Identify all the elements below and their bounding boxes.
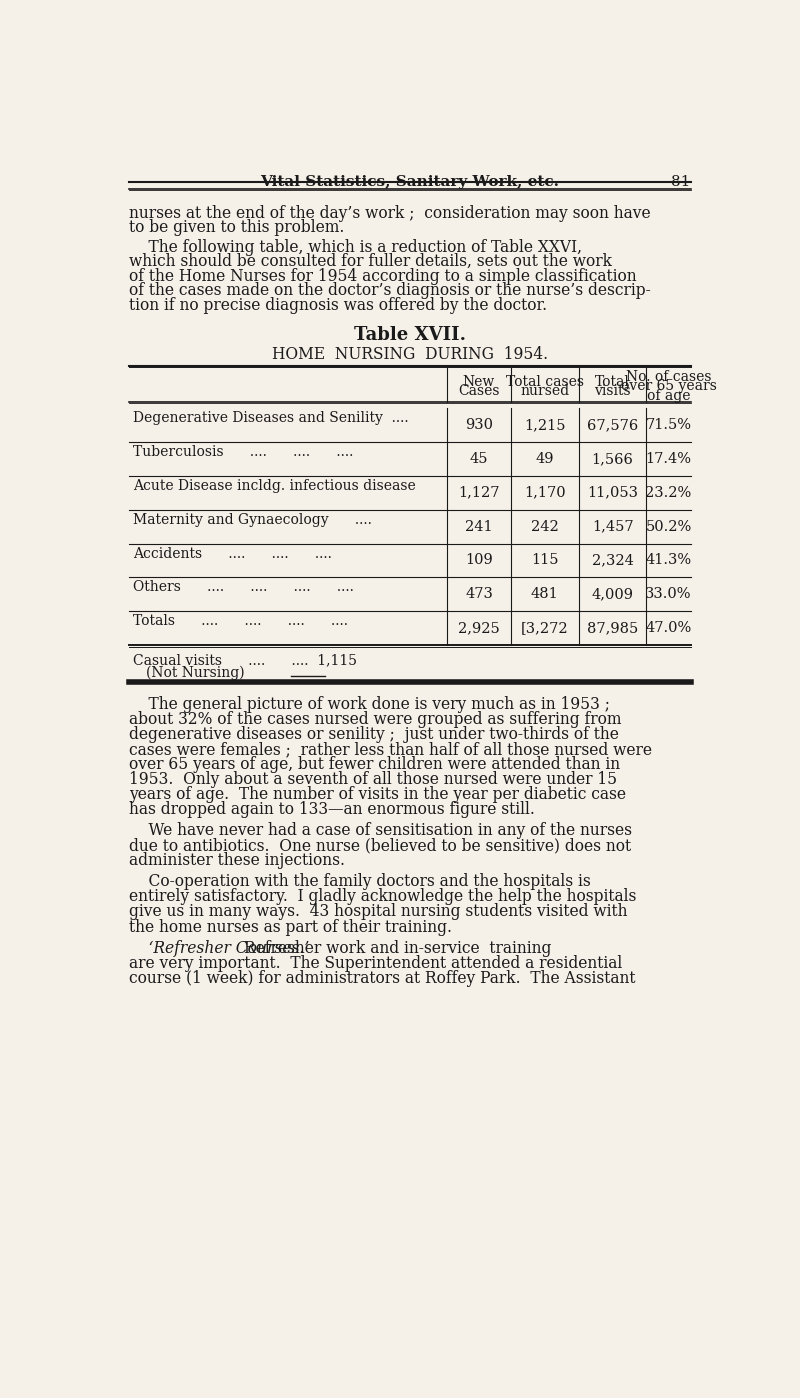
Text: 473: 473: [465, 587, 493, 601]
Text: 47.0%: 47.0%: [646, 621, 691, 635]
Text: nurses at the end of the day’s work ;  consideration may soon have: nurses at the end of the day’s work ; co…: [130, 204, 651, 222]
Text: about 32% of the cases nursed were grouped as suffering from: about 32% of the cases nursed were group…: [130, 712, 622, 728]
Text: Total: Total: [595, 375, 630, 389]
Text: 481: 481: [531, 587, 558, 601]
Text: of age: of age: [646, 389, 690, 403]
Text: 115: 115: [531, 554, 558, 568]
Text: 1953.  Only about a seventh of all those nursed were under 15: 1953. Only about a seventh of all those …: [130, 772, 618, 788]
Text: The general picture of work done is very much as in 1953 ;: The general picture of work done is very…: [130, 696, 610, 713]
Text: due to antibiotics.  One nurse (believed to be sensitive) does not: due to antibiotics. One nurse (believed …: [130, 837, 631, 854]
Text: Maternity and Gynaecology      ....: Maternity and Gynaecology ....: [134, 513, 372, 527]
Text: Cases: Cases: [458, 384, 500, 398]
Text: years of age.  The number of visits in the year per diabetic case: years of age. The number of visits in th…: [130, 786, 626, 802]
Text: 4,009: 4,009: [592, 587, 634, 601]
Text: [3,272: [3,272: [521, 621, 569, 635]
Text: 1,457: 1,457: [592, 520, 634, 534]
Text: visits: visits: [594, 384, 631, 398]
Text: 87,985: 87,985: [587, 621, 638, 635]
Text: 45: 45: [470, 452, 488, 466]
Text: 242: 242: [531, 520, 558, 534]
Text: 2,925: 2,925: [458, 621, 500, 635]
Text: No. of cases: No. of cases: [626, 369, 711, 383]
Text: 241: 241: [465, 520, 493, 534]
Text: 33.0%: 33.0%: [646, 587, 692, 601]
Text: Others      ....      ....      ....      ....: Others .... .... .... ....: [134, 580, 354, 594]
Text: to be given to this problem.: to be given to this problem.: [130, 219, 345, 236]
Text: 1,170: 1,170: [524, 485, 566, 499]
Text: Vital Statistics, Sanitary Work, etc.: Vital Statistics, Sanitary Work, etc.: [261, 176, 559, 190]
Text: 11,053: 11,053: [587, 485, 638, 499]
Text: HOME  NURSING  DURING  1954.: HOME NURSING DURING 1954.: [272, 345, 548, 362]
Text: We have never had a case of sensitisation in any of the nurses: We have never had a case of sensitisatio…: [130, 822, 633, 839]
Text: Tuberculosis      ....      ....      ....: Tuberculosis .... .... ....: [134, 445, 354, 459]
Text: are very important.  The Superintendent attended a residential: are very important. The Superintendent a…: [130, 955, 622, 972]
Text: Table XVII.: Table XVII.: [354, 326, 466, 344]
Text: New: New: [463, 375, 495, 389]
Text: of the Home Nurses for 1954 according to a simple classification: of the Home Nurses for 1954 according to…: [130, 268, 637, 285]
Text: ‘Refresher Courses.’: ‘Refresher Courses.’: [130, 939, 310, 956]
Text: Casual visits      ....      ....  1,115: Casual visits .... .... 1,115: [134, 653, 358, 667]
Text: 109: 109: [465, 554, 493, 568]
Text: 71.5%: 71.5%: [646, 418, 691, 432]
Text: over 65 years of age, but fewer children were attended than in: over 65 years of age, but fewer children…: [130, 756, 621, 773]
Text: 1,215: 1,215: [524, 418, 566, 432]
Text: 2,324: 2,324: [592, 554, 634, 568]
Text: 1,566: 1,566: [592, 452, 634, 466]
Text: nursed: nursed: [520, 384, 570, 398]
Text: 67,576: 67,576: [587, 418, 638, 432]
Text: 81: 81: [671, 176, 690, 190]
Text: 50.2%: 50.2%: [646, 520, 691, 534]
Text: Accidents      ....      ....      ....: Accidents .... .... ....: [134, 547, 332, 561]
Text: entirely satisfactory.  I gladly acknowledge the help the hospitals: entirely satisfactory. I gladly acknowle…: [130, 889, 637, 906]
Text: Refresher work and in-service  training: Refresher work and in-service training: [244, 939, 551, 956]
Text: 49: 49: [536, 452, 554, 466]
Text: Totals      ....      ....      ....      ....: Totals .... .... .... ....: [134, 614, 348, 628]
Text: (Not Nursing): (Not Nursing): [146, 665, 245, 679]
Text: Degenerative Diseases and Senility  ....: Degenerative Diseases and Senility ....: [134, 411, 409, 425]
Text: cases were females ;  rather less than half of all those nursed were: cases were females ; rather less than ha…: [130, 741, 653, 758]
Text: degenerative diseases or senility ;  just under two-thirds of the: degenerative diseases or senility ; just…: [130, 726, 619, 742]
Text: 23.2%: 23.2%: [646, 485, 691, 499]
Text: tion if no precise diagnosis was offered by the doctor.: tion if no precise diagnosis was offered…: [130, 298, 547, 315]
Text: administer these injections.: administer these injections.: [130, 853, 346, 870]
Text: the home nurses as part of their training.: the home nurses as part of their trainin…: [130, 918, 453, 935]
Text: give us in many ways.  43 hospital nursing students visited with: give us in many ways. 43 hospital nursin…: [130, 903, 628, 920]
Text: Co-operation with the family doctors and the hospitals is: Co-operation with the family doctors and…: [130, 874, 591, 891]
Text: of the cases made on the doctor’s diagnosis or the nurse’s descrip-: of the cases made on the doctor’s diagno…: [130, 282, 651, 299]
Text: 1,127: 1,127: [458, 485, 500, 499]
Text: which should be consulted for fuller details, sets out the work: which should be consulted for fuller det…: [130, 253, 613, 270]
Text: 930: 930: [465, 418, 493, 432]
Text: 17.4%: 17.4%: [646, 452, 691, 466]
Text: The following table, which is a reduction of Table XXVI,: The following table, which is a reductio…: [130, 239, 582, 256]
Text: course (1 week) for administrators at Roffey Park.  The Assistant: course (1 week) for administrators at Ro…: [130, 970, 636, 987]
Text: over 65 years: over 65 years: [621, 379, 717, 393]
Text: Total cases: Total cases: [506, 375, 584, 389]
Text: has dropped again to 133—an enormous figure still.: has dropped again to 133—an enormous fig…: [130, 801, 535, 818]
Text: 41.3%: 41.3%: [646, 554, 691, 568]
Text: Acute Disease incldg. infectious disease: Acute Disease incldg. infectious disease: [134, 480, 416, 493]
